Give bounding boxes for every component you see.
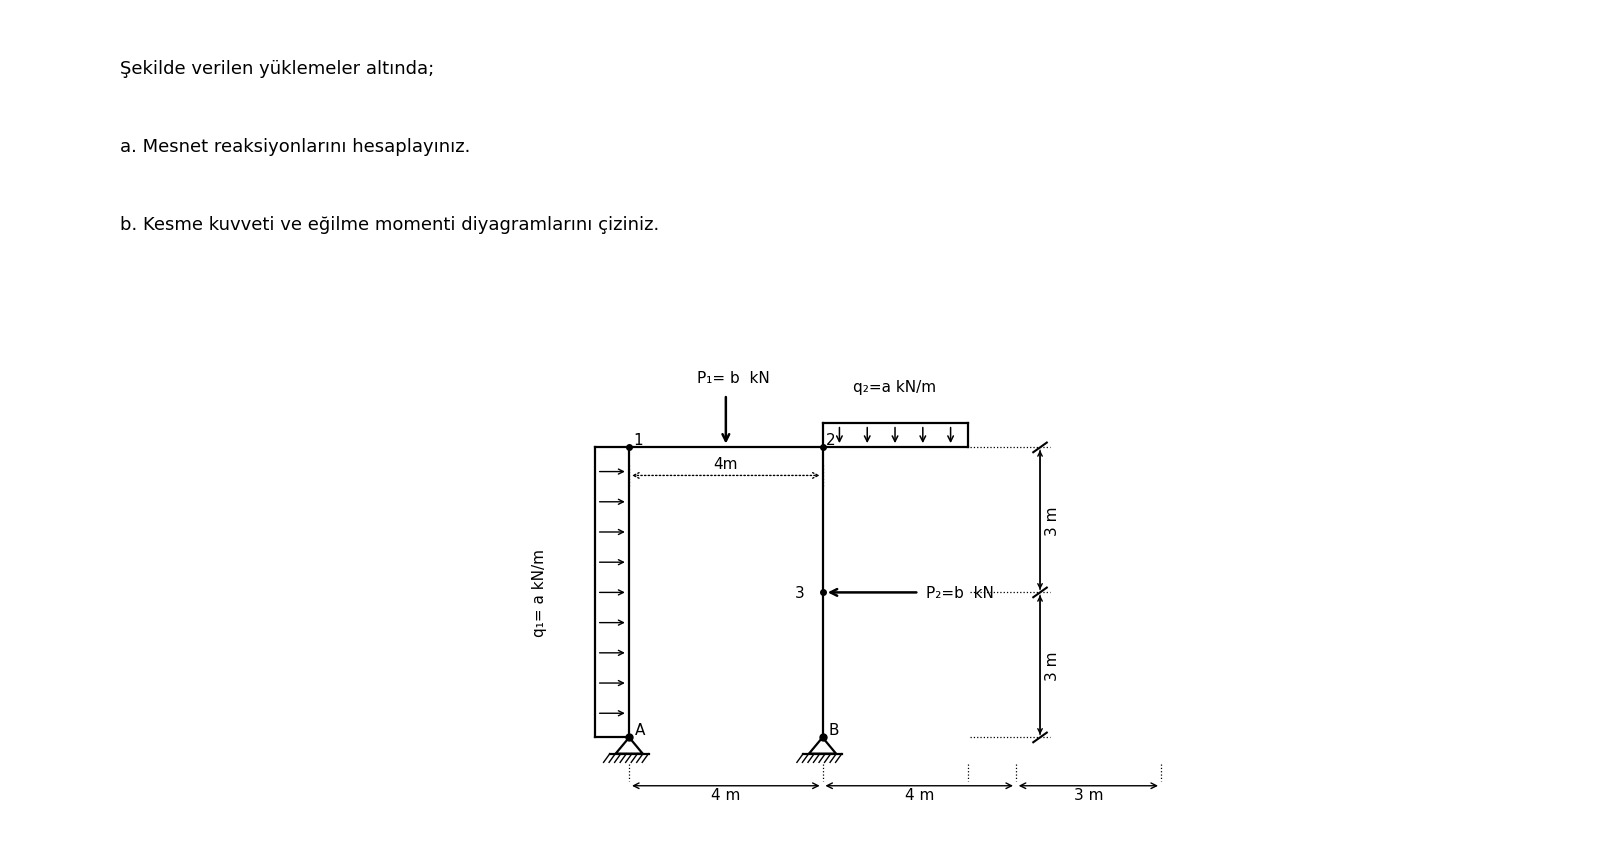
- Text: 2: 2: [825, 432, 835, 448]
- Text: 1: 1: [632, 432, 642, 448]
- Text: 4m: 4m: [714, 456, 738, 471]
- Text: Şekilde verilen yüklemeler altında;: Şekilde verilen yüklemeler altında;: [120, 60, 435, 78]
- Text: 3: 3: [794, 585, 804, 600]
- Text: P₂=b  kN: P₂=b kN: [926, 585, 995, 600]
- Text: 4 m: 4 m: [905, 787, 934, 802]
- Text: 3 m: 3 m: [1045, 650, 1059, 680]
- Text: b. Kesme kuvveti ve eğilme momenti diyagramlarını çiziniz.: b. Kesme kuvveti ve eğilme momenti diyag…: [120, 215, 660, 233]
- Text: A: A: [636, 722, 645, 737]
- Text: 3 m: 3 m: [1074, 787, 1103, 802]
- Text: 3 m: 3 m: [1045, 505, 1059, 535]
- Text: P₁= b  kN: P₁= b kN: [697, 370, 769, 385]
- Text: q₁= a kN/m: q₁= a kN/m: [533, 548, 547, 636]
- Text: B: B: [828, 722, 839, 737]
- Text: a. Mesnet reaksiyonlarını hesaplayınız.: a. Mesnet reaksiyonlarını hesaplayınız.: [120, 138, 470, 156]
- Text: 4 m: 4 m: [711, 787, 740, 802]
- Text: q₂=a kN/m: q₂=a kN/m: [854, 380, 937, 395]
